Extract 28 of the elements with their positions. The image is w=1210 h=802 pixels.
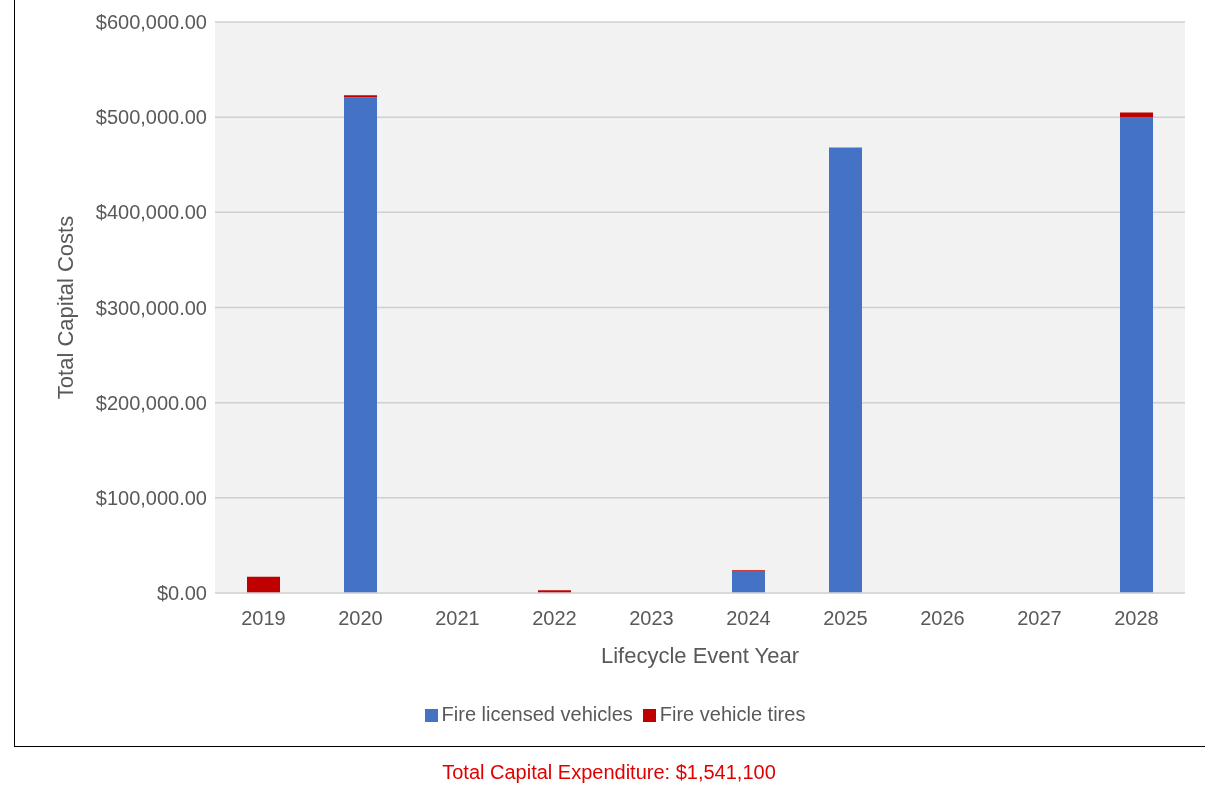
bar	[829, 147, 862, 593]
y-tick-label: $300,000.00	[95, 296, 207, 319]
bar	[1120, 117, 1153, 593]
y-tick-label: $0.00	[156, 582, 207, 605]
x-tick-label: 2028	[1114, 607, 1159, 630]
y-tick-label: $500,000.00	[95, 106, 207, 129]
x-tick-label: 2024	[726, 607, 771, 630]
legend-label: Fire licensed vehicles	[441, 703, 633, 725]
text: Total Capital Expenditure: $1,541,100	[441, 761, 777, 784]
x-tick-label: 2021	[435, 607, 480, 630]
y-tick-label: $100,000.00	[95, 486, 207, 509]
y-tick-label: $600,000.00	[95, 11, 207, 34]
x-tick-label: 2022	[532, 607, 577, 630]
x-tick-label: 2023	[629, 607, 674, 630]
bar	[344, 97, 377, 593]
x-tick-label: 2019	[241, 607, 286, 630]
x-tick-label: 2020	[338, 607, 383, 630]
y-axis-title: Total Capital Costs	[52, 215, 78, 400]
x-tick-label: 2027	[1017, 607, 1062, 630]
bar	[1120, 112, 1153, 118]
y-tick-label: $400,000.00	[95, 201, 207, 224]
legend-label: Fire vehicle tires	[659, 703, 806, 725]
x-tick-label: 2025	[823, 607, 868, 630]
x-axis-title: Lifecycle Event Year	[600, 643, 800, 668]
bar	[732, 571, 765, 593]
bar	[247, 576, 280, 593]
x-tick-label: 2026	[920, 607, 965, 630]
y-tick-label: $200,000.00	[95, 391, 207, 414]
